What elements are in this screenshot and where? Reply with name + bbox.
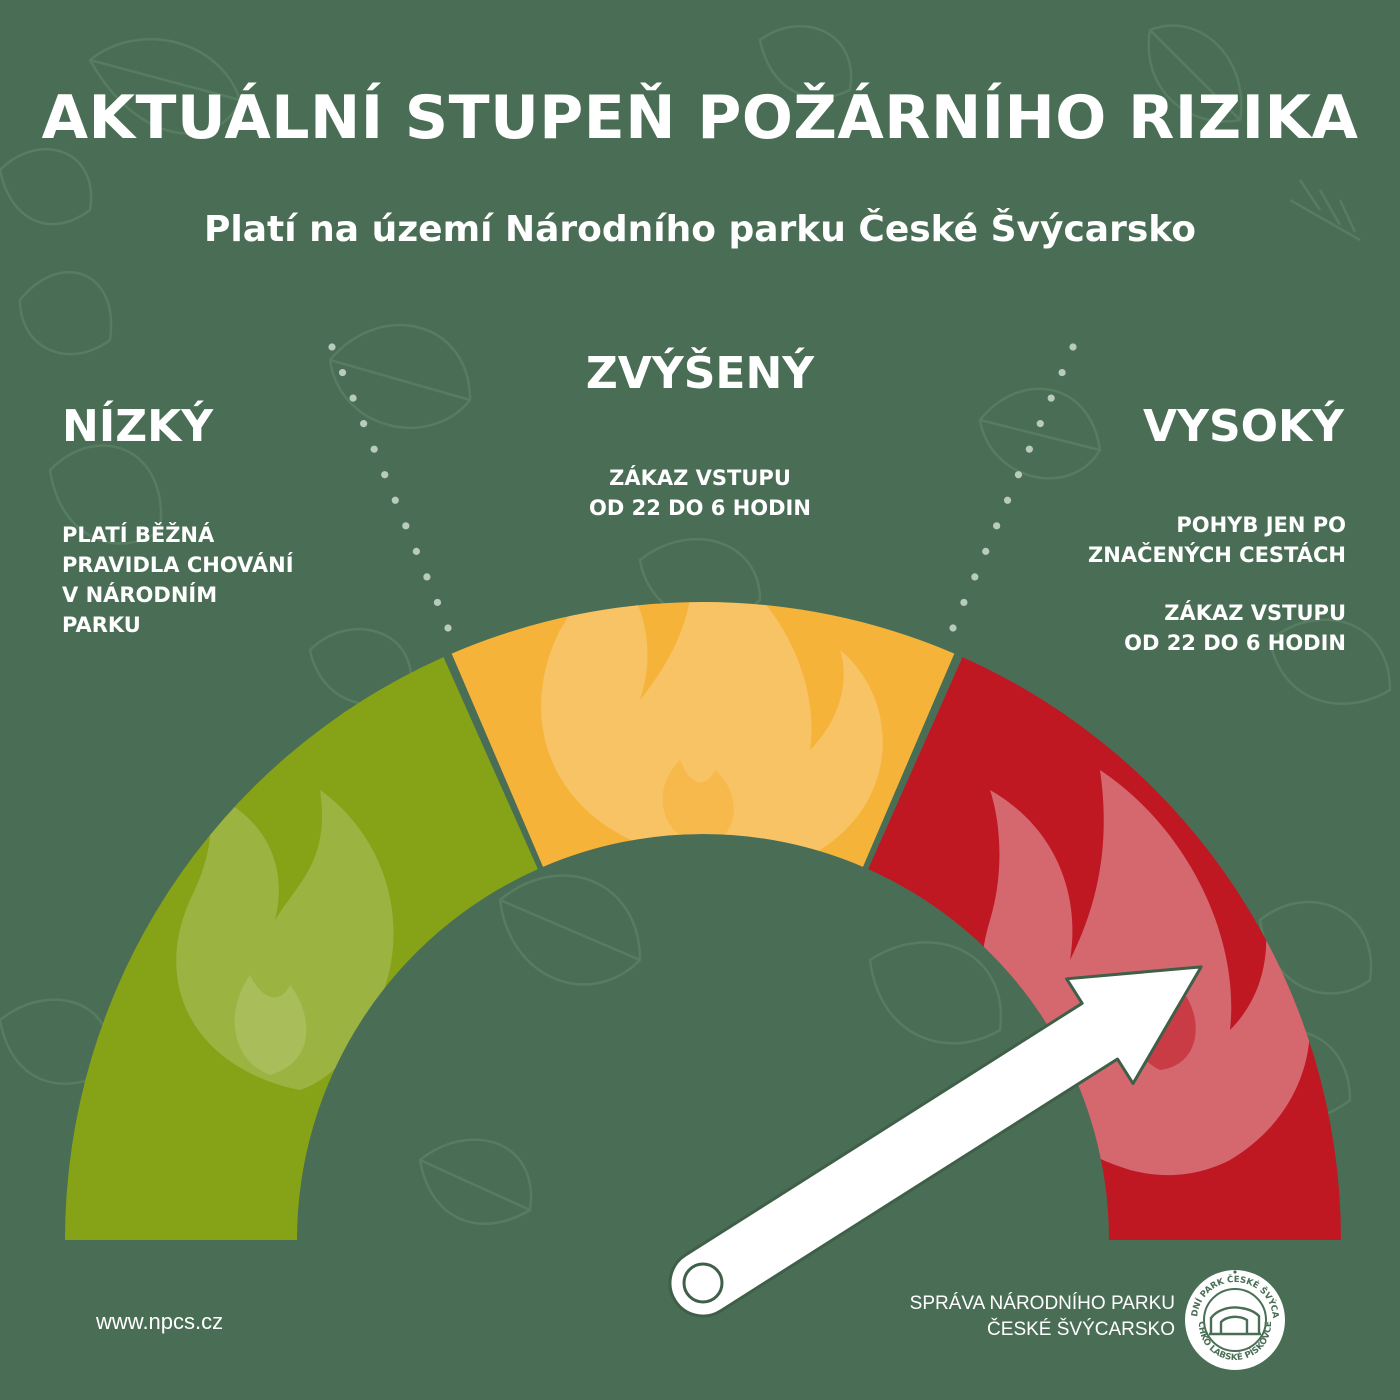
guide-dot [402, 522, 410, 530]
note-line: ZNAČENÝCH CESTÁCH [1088, 543, 1346, 567]
guide-dot [1036, 420, 1044, 428]
note-line: V NÁRODNÍM [62, 583, 218, 607]
note-line: ZÁKAZ VSTUPU [1164, 601, 1346, 625]
gauge-needle-icon [668, 965, 1203, 1318]
level-low-heading: NÍZKÝ [62, 401, 214, 452]
level-high-note-entry: ZÁKAZ VSTUPU OD 22 DO 6 HODIN [1124, 598, 1346, 658]
guide-dot [1003, 496, 1012, 504]
level-elevated-note: ZÁKAZ VSTUPU OD 22 DO 6 HODIN [0, 463, 1400, 523]
flame-icon [541, 602, 883, 862]
park-logo-icon: NÁRODNÍ PARK ČESKÉ ŠVÝCARSKO CHKO LABSKÉ… [1183, 1268, 1285, 1370]
guide-dot [1014, 471, 1023, 479]
guide-dot [949, 624, 957, 632]
gauge-segment-elevated [451, 602, 955, 867]
guide-dot [1047, 394, 1055, 402]
level-low-note: PLATÍ BĚŽNÁ PRAVIDLA CHOVÁNÍ V NÁRODNÍM … [62, 520, 294, 640]
guide-dot [444, 624, 452, 632]
page-subtitle: Platí na území Národního parku České Švý… [204, 209, 1196, 250]
guide-dot [328, 343, 336, 351]
gauge-segment-high [868, 657, 1342, 1240]
guide-dot [1058, 368, 1066, 377]
guide-dot [982, 547, 990, 555]
level-high-heading: VYSOKÝ [1143, 401, 1344, 452]
guide-dot [360, 420, 368, 428]
dotted-guides [328, 343, 1077, 632]
guide-dot [391, 496, 399, 504]
guide-dot [423, 573, 431, 581]
needle-hub [682, 1262, 724, 1304]
org-line: ČESKÉ ŠVÝCARSKO [987, 1319, 1175, 1340]
level-high-note-route: POHYB JEN PO ZNAČENÝCH CESTÁCH [1088, 510, 1346, 570]
guide-dot [370, 445, 378, 453]
guide-dot [381, 471, 389, 479]
gauge-segment-low [65, 657, 538, 1240]
guide-dot [1025, 445, 1033, 453]
page-title: AKTUÁLNÍ STUPEŇ POŽÁRNÍHO RIZIKA [41, 83, 1359, 153]
guide-dot [1069, 343, 1077, 351]
note-line: POHYB JEN PO [1176, 513, 1346, 537]
note-line: PRAVIDLA CHOVÁNÍ [62, 553, 294, 577]
guide-dot [338, 368, 347, 377]
note-line: PLATÍ BĚŽNÁ [62, 523, 215, 547]
note-line: PARKU [62, 613, 141, 637]
guide-dot [960, 598, 968, 607]
note-line: ZÁKAZ VSTUPU [609, 466, 791, 490]
needle-arrow [668, 965, 1203, 1318]
org-line: SPRÁVA NÁRODNÍHO PARKU [909, 1293, 1175, 1314]
flame-icon [176, 790, 394, 1090]
level-elevated-heading: ZVÝŠENÝ [585, 348, 815, 399]
guide-dot [993, 522, 1001, 530]
guide-dot [433, 598, 442, 607]
guide-dot [971, 573, 979, 581]
website-link[interactable]: www.npcs.cz [96, 1309, 224, 1334]
note-line: OD 22 DO 6 HODIN [589, 496, 811, 520]
guide-dot [349, 394, 357, 402]
note-line: OD 22 DO 6 HODIN [1124, 631, 1346, 655]
guide-dot [412, 547, 420, 555]
organization-name: SPRÁVA NÁRODNÍHO PARKU ČESKÉ ŠVÝCARSKO [910, 1291, 1175, 1343]
